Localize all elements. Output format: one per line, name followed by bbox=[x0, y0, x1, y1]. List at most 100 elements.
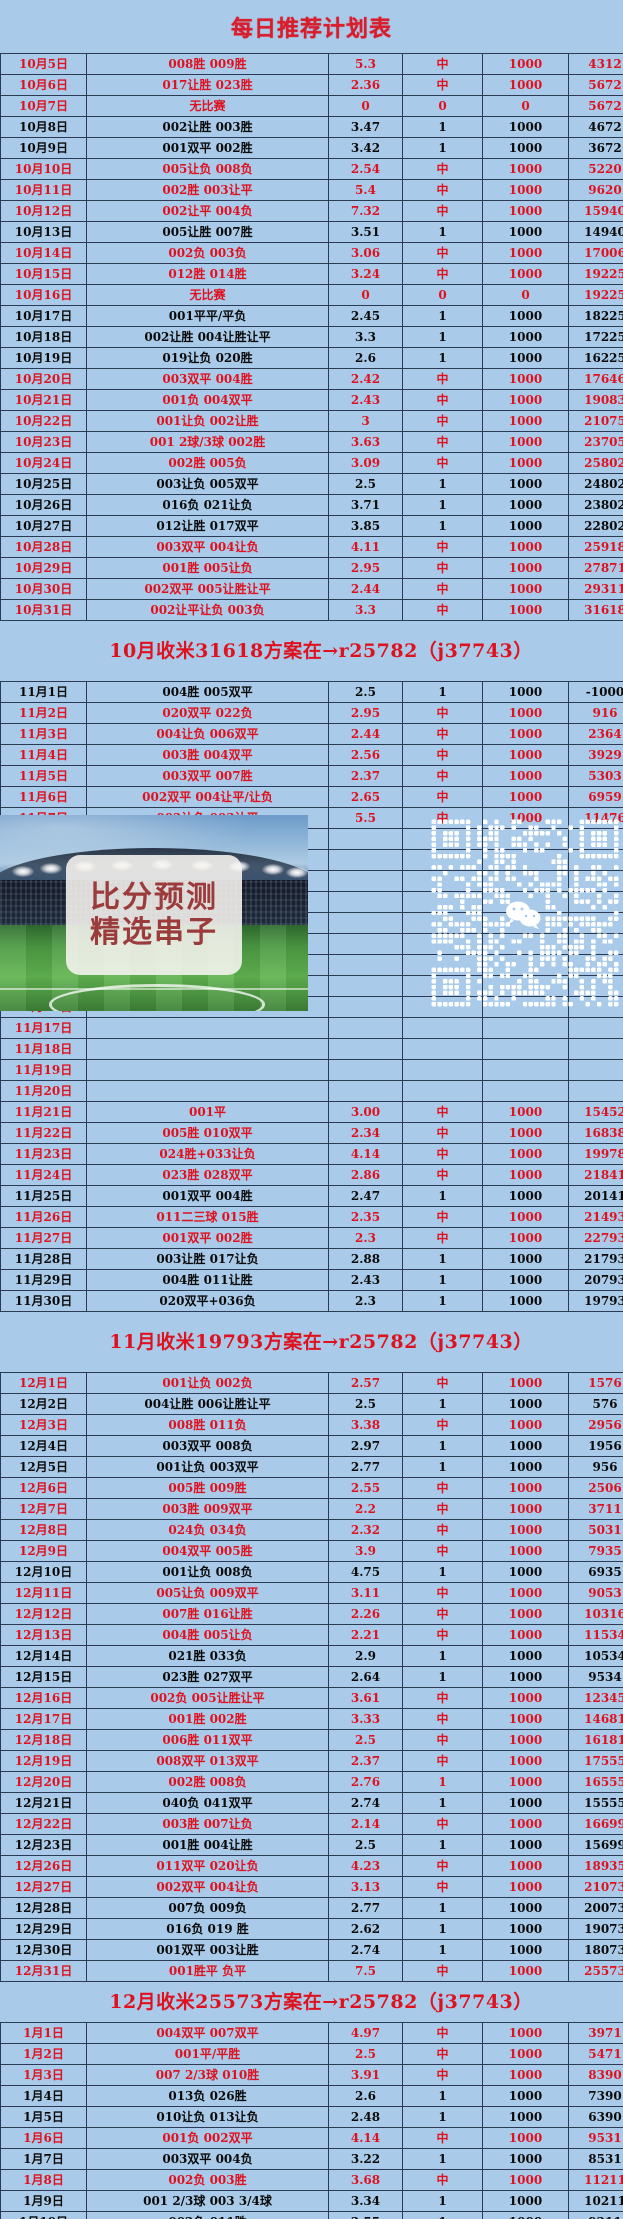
cell-hit: 中 bbox=[402, 1729, 483, 1751]
cell-date: 12月28日 bbox=[0, 1897, 87, 1919]
cell-date: 11月8日 bbox=[0, 828, 87, 850]
cell-pick: 003双平 008负 bbox=[86, 1435, 329, 1457]
cell-total: 16225 bbox=[568, 347, 623, 369]
table-row: 10月29日 001胜 005让负 2.95 中 1000 27871 bbox=[0, 557, 623, 579]
cell-stake: 1000 bbox=[482, 1624, 569, 1646]
cell-odds: 3.47 bbox=[328, 116, 403, 138]
cell-total: 3672 bbox=[568, 137, 623, 159]
cell-pick: 001平 bbox=[86, 1101, 329, 1123]
cell-date: 10月13日 bbox=[0, 221, 87, 243]
cell-date: 11月23日 bbox=[0, 1143, 87, 1165]
cell-total: 22793 bbox=[568, 1227, 623, 1249]
cell-hit: 1 bbox=[402, 347, 483, 369]
monthly-summary-text: 12月收米25573方案在→r25782（j37743） bbox=[0, 1981, 623, 2023]
cell-date: 1月2日 bbox=[0, 2043, 87, 2065]
cell-odds: 2.88 bbox=[328, 1248, 403, 1270]
cell-pick bbox=[86, 828, 329, 850]
cell-pick: 002负 005让胜让平 bbox=[86, 1687, 329, 1709]
cell-total: 17646 bbox=[568, 368, 623, 390]
cell-pick: 004让胜 006让胜让平 bbox=[86, 1393, 329, 1415]
cell-stake: 1000 bbox=[482, 1708, 569, 1730]
cell-date: 11月25日 bbox=[0, 1185, 87, 1207]
cell-odds: 3.71 bbox=[328, 494, 403, 516]
table-row: 12月9日 004双平 005胜 3.9 中 1000 7935 bbox=[0, 1540, 623, 1562]
cell-stake: 1000 bbox=[482, 2190, 569, 2212]
cell-hit bbox=[402, 849, 483, 871]
cell-date: 10月19日 bbox=[0, 347, 87, 369]
cell-total: 18225 bbox=[568, 305, 623, 327]
cell-pick: 001双平 004胜 bbox=[86, 1185, 329, 1207]
cell-odds: 4.14 bbox=[328, 1143, 403, 1165]
cell-hit: 中 bbox=[402, 1603, 483, 1625]
table-row: 10月30日 002双平 005让胜让平 2.44 中 1000 29311 bbox=[0, 578, 623, 600]
cell-total: 19083 bbox=[568, 389, 623, 411]
cell-pick: 无比赛 bbox=[86, 284, 329, 306]
cell-hit: 中 bbox=[402, 1708, 483, 1730]
cell-date: 12月2日 bbox=[0, 1393, 87, 1415]
cell-pick: 002让负 003让平 bbox=[86, 807, 329, 829]
table-row: 11月9日 bbox=[0, 849, 623, 871]
cell-stake: 1000 bbox=[482, 1185, 569, 1207]
cell-total: 21793 bbox=[568, 1248, 623, 1270]
table-row: 10月18日 002让胜 004让胜让平 3.3 1 1000 17225 bbox=[0, 326, 623, 348]
cell-total bbox=[568, 828, 623, 850]
cell-pick: 001双平 003让胜 bbox=[86, 1939, 329, 1961]
cell-date: 1月7日 bbox=[0, 2148, 87, 2170]
cell-stake: 1000 bbox=[482, 702, 569, 724]
cell-date: 10月25日 bbox=[0, 473, 87, 495]
cell-stake: 1000 bbox=[482, 179, 569, 201]
cell-hit: 中 bbox=[402, 578, 483, 600]
table-row: 1月9日 001 2/3球 003 3/4球 3.34 1 1000 10211 bbox=[0, 2190, 623, 2212]
cell-stake: 1000 bbox=[482, 2127, 569, 2149]
cell-hit: 1 bbox=[402, 681, 483, 703]
table-row: 12月16日 002负 005让胜让平 3.61 中 1000 12345 bbox=[0, 1687, 623, 1709]
cell-hit: 1 bbox=[402, 1771, 483, 1793]
cell-date: 10月21日 bbox=[0, 389, 87, 411]
cell-odds: 3.38 bbox=[328, 1414, 403, 1436]
cell-stake bbox=[482, 891, 569, 913]
cell-stake: 1000 bbox=[482, 200, 569, 222]
cell-date: 10月7日 bbox=[0, 95, 87, 117]
cell-total bbox=[568, 912, 623, 934]
table-row: 12月12日 007胜 016让胜 2.26 中 1000 10316 bbox=[0, 1603, 623, 1625]
cell-date: 11月29日 bbox=[0, 1269, 87, 1291]
cell-hit: 中 bbox=[402, 1101, 483, 1123]
cell-total: 15555 bbox=[568, 1792, 623, 1814]
monthly-summary-row: 10月收米31618方案在→r25782（j37743） bbox=[0, 620, 623, 682]
cell-date: 11月9日 bbox=[0, 849, 87, 871]
cell-total: 25918 bbox=[568, 536, 623, 558]
cell-total: 2364 bbox=[568, 723, 623, 745]
table-row: 11月24日 023胜 028双平 2.86 中 1000 21841 bbox=[0, 1164, 623, 1186]
cell-date: 12月18日 bbox=[0, 1729, 87, 1751]
cell-stake bbox=[482, 1017, 569, 1039]
daily-plan-table: 10月5日 008胜 009胜 5.3 中 1000 4312 10月6日 017让胜 023… bbox=[0, 53, 623, 2219]
cell-odds bbox=[328, 849, 403, 871]
table-row: 12月21日 040负 041双平 2.74 1 1000 15555 bbox=[0, 1792, 623, 1814]
cell-hit: 中 bbox=[402, 179, 483, 201]
cell-pick: 005让负 009双平 bbox=[86, 1582, 329, 1604]
cell-pick: 008胜 009胜 bbox=[86, 53, 329, 75]
cell-odds: 2.65 bbox=[328, 786, 403, 808]
page-title-band: 每日推荐计划表 bbox=[0, 0, 623, 53]
cell-date: 1月9日 bbox=[0, 2190, 87, 2212]
cell-odds: 2.55 bbox=[328, 1477, 403, 1499]
table-row: 11月26日 011二三球 015胜 2.35 中 1000 21493 bbox=[0, 1206, 623, 1228]
cell-pick: 020双平+036负 bbox=[86, 1290, 329, 1312]
cell-odds: 2.76 bbox=[328, 1771, 403, 1793]
cell-stake: 1000 bbox=[482, 1372, 569, 1394]
cell-pick: 016负 019 胜 bbox=[86, 1918, 329, 1940]
cell-date: 12月13日 bbox=[0, 1624, 87, 1646]
cell-hit bbox=[402, 975, 483, 997]
cell-hit: 1 bbox=[402, 2085, 483, 2107]
cell-total bbox=[568, 996, 623, 1018]
cell-total: 29311 bbox=[568, 578, 623, 600]
table-row: 11月16日 bbox=[0, 996, 623, 1018]
cell-odds: 3.00 bbox=[328, 1101, 403, 1123]
cell-total bbox=[568, 1080, 623, 1102]
cell-odds: 2.6 bbox=[328, 2085, 403, 2107]
table-row: 12月28日 007负 009负 2.77 1 1000 20073 bbox=[0, 1897, 623, 1919]
table-row: 10月19日 019让负 020胜 2.6 1 1000 16225 bbox=[0, 347, 623, 369]
cell-date: 11月1日 bbox=[0, 681, 87, 703]
cell-total: 14940 bbox=[568, 221, 623, 243]
cell-pick: 006胜 011双平 bbox=[86, 1729, 329, 1751]
